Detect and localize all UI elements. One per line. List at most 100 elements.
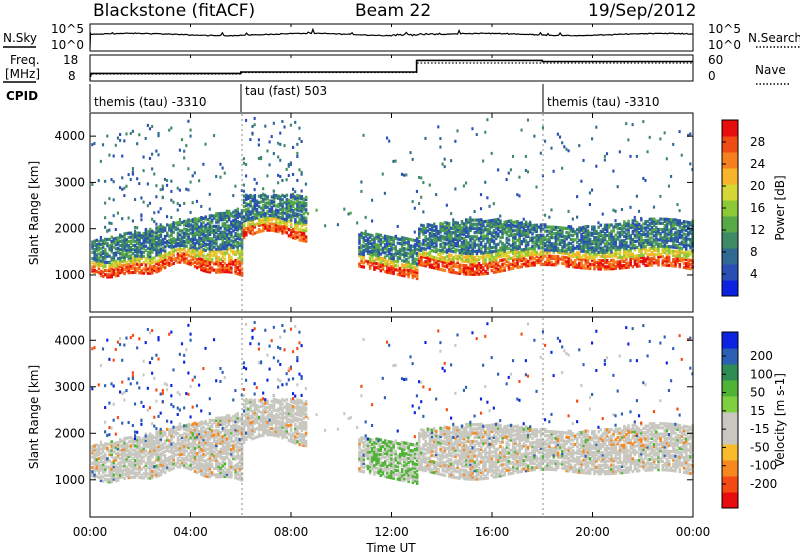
echo-cell xyxy=(230,270,233,274)
echo-cell xyxy=(157,233,160,238)
echo-cell xyxy=(576,253,579,257)
echo-cell xyxy=(590,248,594,252)
echo-cell xyxy=(172,224,175,228)
echo-cell xyxy=(123,464,126,468)
echo-cell xyxy=(253,208,257,212)
echo-cell xyxy=(176,221,180,225)
echo-cell xyxy=(131,456,135,461)
echo-cell xyxy=(507,246,511,250)
echo-cell xyxy=(422,240,425,245)
echo-cell xyxy=(245,218,248,222)
echo-cell xyxy=(238,220,242,224)
echo-cell xyxy=(138,248,141,252)
echo-cell xyxy=(133,461,137,465)
echo-cell xyxy=(375,253,378,257)
echo-cell xyxy=(460,257,464,261)
echo-cell xyxy=(614,233,618,237)
echo-cell xyxy=(413,274,417,278)
echo-cell xyxy=(629,236,632,240)
echo-cell xyxy=(140,419,143,423)
echo-cell xyxy=(191,232,195,236)
echo-cell xyxy=(108,465,111,469)
echo-cell xyxy=(170,239,173,244)
echo-cell xyxy=(198,240,201,244)
echo-cell xyxy=(157,227,160,231)
echo-cell xyxy=(238,256,242,260)
echo-cell xyxy=(567,245,571,250)
echo-cell xyxy=(166,252,169,256)
echo-cell xyxy=(531,261,534,265)
echo-cell xyxy=(140,446,143,451)
echo-cell xyxy=(125,474,128,478)
echo-cell xyxy=(119,239,122,243)
echo-cell xyxy=(236,224,240,228)
echo-cell xyxy=(123,441,126,445)
echo-cell xyxy=(682,251,686,255)
echo-cell xyxy=(535,227,539,231)
echo-cell xyxy=(644,259,647,263)
echo-cell xyxy=(529,238,532,242)
echo-cell xyxy=(110,275,114,279)
echo-cell xyxy=(95,247,99,251)
echo-cell xyxy=(127,450,131,455)
echo-cell xyxy=(400,273,404,277)
echo-cell xyxy=(285,208,289,212)
echo-cell xyxy=(123,343,126,347)
echo-cell xyxy=(146,236,150,240)
echo-cell xyxy=(678,233,682,238)
echo-cell xyxy=(539,254,543,258)
echo-cell xyxy=(168,228,171,232)
echo-cell xyxy=(580,241,583,245)
echo-cell xyxy=(366,249,370,253)
echo-cell xyxy=(125,184,128,188)
echo-cell xyxy=(125,242,128,246)
echo-cell xyxy=(546,262,549,267)
echo-cell xyxy=(452,239,455,243)
echo-cell xyxy=(212,214,216,218)
echo-cell xyxy=(464,253,468,257)
echo-cell xyxy=(364,229,367,233)
echo-cell xyxy=(247,194,250,198)
echo-cell xyxy=(227,255,231,259)
echo-cell xyxy=(123,436,126,441)
echo-cell xyxy=(245,162,248,166)
echo-cell xyxy=(157,258,160,263)
echo-cell xyxy=(552,246,556,250)
echo-cell xyxy=(529,222,532,226)
echo-cell xyxy=(151,473,154,478)
echo-cell xyxy=(652,217,656,221)
echo-cell xyxy=(590,137,594,141)
echo-cell xyxy=(144,440,148,445)
echo-cell xyxy=(514,234,517,239)
echo-cell xyxy=(148,242,152,246)
echo-cell xyxy=(187,220,190,224)
echo-cell xyxy=(445,263,449,267)
echo-cell xyxy=(230,233,233,237)
echo-cell xyxy=(650,230,654,234)
echo-cell xyxy=(292,202,295,206)
echo-cell xyxy=(210,218,214,222)
echo-cell xyxy=(635,229,639,233)
echo-cell xyxy=(394,268,398,272)
echo-cell xyxy=(584,256,588,260)
echo-cell xyxy=(161,265,165,269)
echo-cell xyxy=(544,250,547,254)
echo-cell xyxy=(665,221,669,226)
echo-cell xyxy=(159,207,162,211)
echo-cell xyxy=(208,255,212,260)
echo-cell xyxy=(415,253,419,258)
echo-cell xyxy=(426,252,430,256)
echo-cell xyxy=(289,230,293,235)
echo-cell xyxy=(97,179,100,183)
echo-cell xyxy=(289,210,293,214)
echo-cell xyxy=(259,200,263,204)
echo-cell xyxy=(665,234,669,238)
echo-cell xyxy=(659,221,662,225)
echo-cell xyxy=(567,233,571,237)
echo-cell xyxy=(208,268,212,272)
echo-cell xyxy=(477,220,481,224)
echo-cell xyxy=(605,227,609,231)
echo-cell xyxy=(565,262,568,266)
echo-cell xyxy=(665,244,669,249)
echo-cell xyxy=(390,265,393,269)
